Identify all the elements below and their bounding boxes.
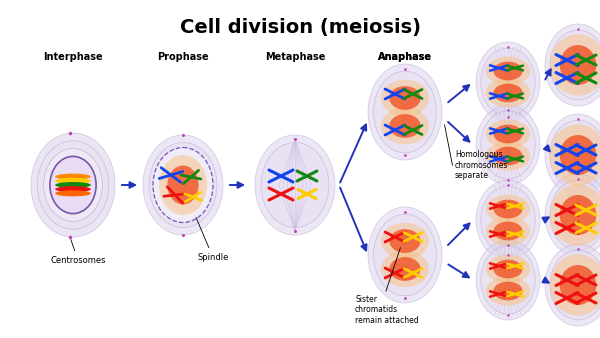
Ellipse shape	[550, 184, 600, 246]
Text: Prophase: Prophase	[157, 52, 209, 62]
Ellipse shape	[374, 71, 436, 153]
Ellipse shape	[493, 260, 523, 279]
Ellipse shape	[550, 30, 600, 100]
Ellipse shape	[31, 133, 115, 237]
Ellipse shape	[44, 149, 103, 221]
Text: Sister
chromatids
remain attached: Sister chromatids remain attached	[355, 295, 419, 325]
Ellipse shape	[374, 214, 436, 296]
Text: Centrosomes: Centrosomes	[50, 240, 106, 265]
Text: Anaphase: Anaphase	[378, 52, 432, 62]
Ellipse shape	[37, 141, 109, 229]
Ellipse shape	[476, 42, 540, 122]
Text: Metaphase: Metaphase	[265, 52, 325, 62]
Ellipse shape	[560, 135, 596, 175]
Ellipse shape	[493, 222, 523, 240]
Text: Interphase: Interphase	[43, 52, 103, 62]
Ellipse shape	[55, 182, 91, 188]
Ellipse shape	[149, 143, 217, 227]
Ellipse shape	[481, 48, 535, 116]
Ellipse shape	[481, 246, 535, 314]
Ellipse shape	[545, 114, 600, 196]
Ellipse shape	[159, 155, 207, 215]
Ellipse shape	[368, 207, 442, 303]
Ellipse shape	[255, 135, 335, 235]
Ellipse shape	[50, 156, 96, 214]
Ellipse shape	[560, 45, 596, 85]
Text: Homologous
chromosomes
separate: Homologous chromosomes separate	[455, 150, 508, 180]
Ellipse shape	[485, 255, 530, 283]
Ellipse shape	[485, 217, 530, 245]
Ellipse shape	[485, 195, 530, 223]
Ellipse shape	[476, 240, 540, 320]
Ellipse shape	[153, 147, 213, 222]
Ellipse shape	[381, 80, 429, 116]
Ellipse shape	[550, 124, 600, 186]
Text: Cell division (meiosis): Cell division (meiosis)	[179, 18, 421, 37]
Ellipse shape	[167, 166, 199, 204]
Ellipse shape	[493, 200, 523, 218]
Ellipse shape	[55, 178, 91, 184]
Ellipse shape	[550, 254, 600, 316]
Ellipse shape	[55, 174, 91, 179]
Ellipse shape	[55, 186, 91, 192]
Ellipse shape	[381, 251, 429, 287]
Ellipse shape	[550, 250, 600, 320]
Ellipse shape	[55, 190, 91, 196]
Ellipse shape	[476, 180, 540, 260]
Ellipse shape	[389, 114, 421, 138]
Ellipse shape	[476, 105, 540, 185]
Ellipse shape	[389, 86, 421, 110]
Ellipse shape	[545, 244, 600, 326]
Ellipse shape	[485, 276, 530, 306]
Ellipse shape	[485, 56, 530, 86]
Text: Spindle: Spindle	[196, 218, 229, 262]
Ellipse shape	[545, 174, 600, 256]
Ellipse shape	[545, 24, 600, 106]
Text: Anaphase: Anaphase	[378, 52, 432, 62]
Ellipse shape	[485, 120, 530, 148]
Ellipse shape	[493, 62, 523, 80]
Ellipse shape	[485, 79, 530, 107]
Ellipse shape	[481, 186, 535, 254]
Ellipse shape	[493, 282, 523, 300]
Ellipse shape	[381, 108, 429, 144]
Ellipse shape	[368, 64, 442, 160]
Ellipse shape	[493, 83, 523, 102]
Ellipse shape	[143, 135, 223, 235]
Ellipse shape	[550, 120, 600, 190]
Ellipse shape	[550, 34, 600, 96]
Ellipse shape	[560, 265, 596, 305]
Ellipse shape	[389, 229, 421, 253]
Ellipse shape	[389, 257, 421, 281]
Ellipse shape	[560, 195, 596, 235]
Ellipse shape	[485, 142, 530, 170]
Ellipse shape	[493, 125, 523, 143]
Ellipse shape	[493, 147, 523, 165]
Ellipse shape	[381, 223, 429, 259]
Ellipse shape	[481, 111, 535, 179]
Ellipse shape	[261, 143, 329, 227]
Ellipse shape	[550, 180, 600, 250]
